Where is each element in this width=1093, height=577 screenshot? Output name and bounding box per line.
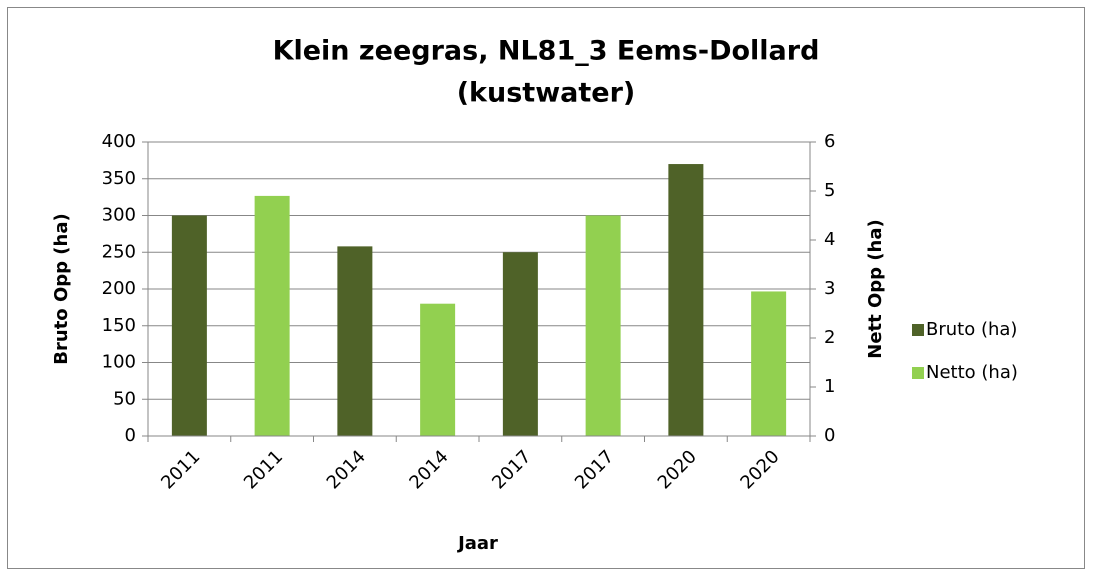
- bar: [668, 164, 704, 437]
- y-tick-label: 150: [102, 315, 136, 336]
- bar: [254, 195, 290, 436]
- y-tick-label: 400: [102, 131, 136, 152]
- y2-tick-label: 4: [824, 229, 835, 250]
- bar: [751, 291, 787, 436]
- bar: [420, 303, 456, 436]
- y-tick-label: 100: [102, 352, 136, 373]
- y-tick-label: 200: [102, 278, 136, 299]
- y2-tick-label: 0: [824, 425, 835, 446]
- y-tick-label: 350: [102, 168, 136, 189]
- legend-label: Bruto (ha): [926, 319, 1017, 340]
- y2-tick-label: 1: [824, 376, 835, 397]
- y-tick-label: 300: [102, 205, 136, 226]
- y2-tick-label: 6: [824, 131, 835, 152]
- y2-axis-title: Nett Opp (ha): [865, 219, 886, 359]
- chart-title: Klein zeegras, NL81_3 Eems-Dollard: [273, 36, 820, 67]
- y-axis-title: Bruto Opp (ha): [51, 213, 72, 364]
- y-tick-label: 250: [102, 241, 136, 262]
- bar: [337, 246, 373, 436]
- y-tick-label: 0: [125, 425, 136, 446]
- bar: [502, 252, 538, 436]
- legend-swatch: [912, 324, 924, 336]
- bar: [585, 215, 621, 436]
- legend-swatch: [912, 367, 924, 379]
- x-axis-title: Jaar: [456, 533, 498, 554]
- bar: [171, 215, 207, 436]
- chart-title: (kustwater): [457, 78, 636, 109]
- y-tick-label: 50: [113, 388, 136, 409]
- y2-tick-label: 5: [824, 180, 835, 201]
- legend-label: Netto (ha): [926, 362, 1018, 383]
- y2-tick-label: 3: [824, 278, 835, 299]
- y2-tick-label: 2: [824, 327, 835, 348]
